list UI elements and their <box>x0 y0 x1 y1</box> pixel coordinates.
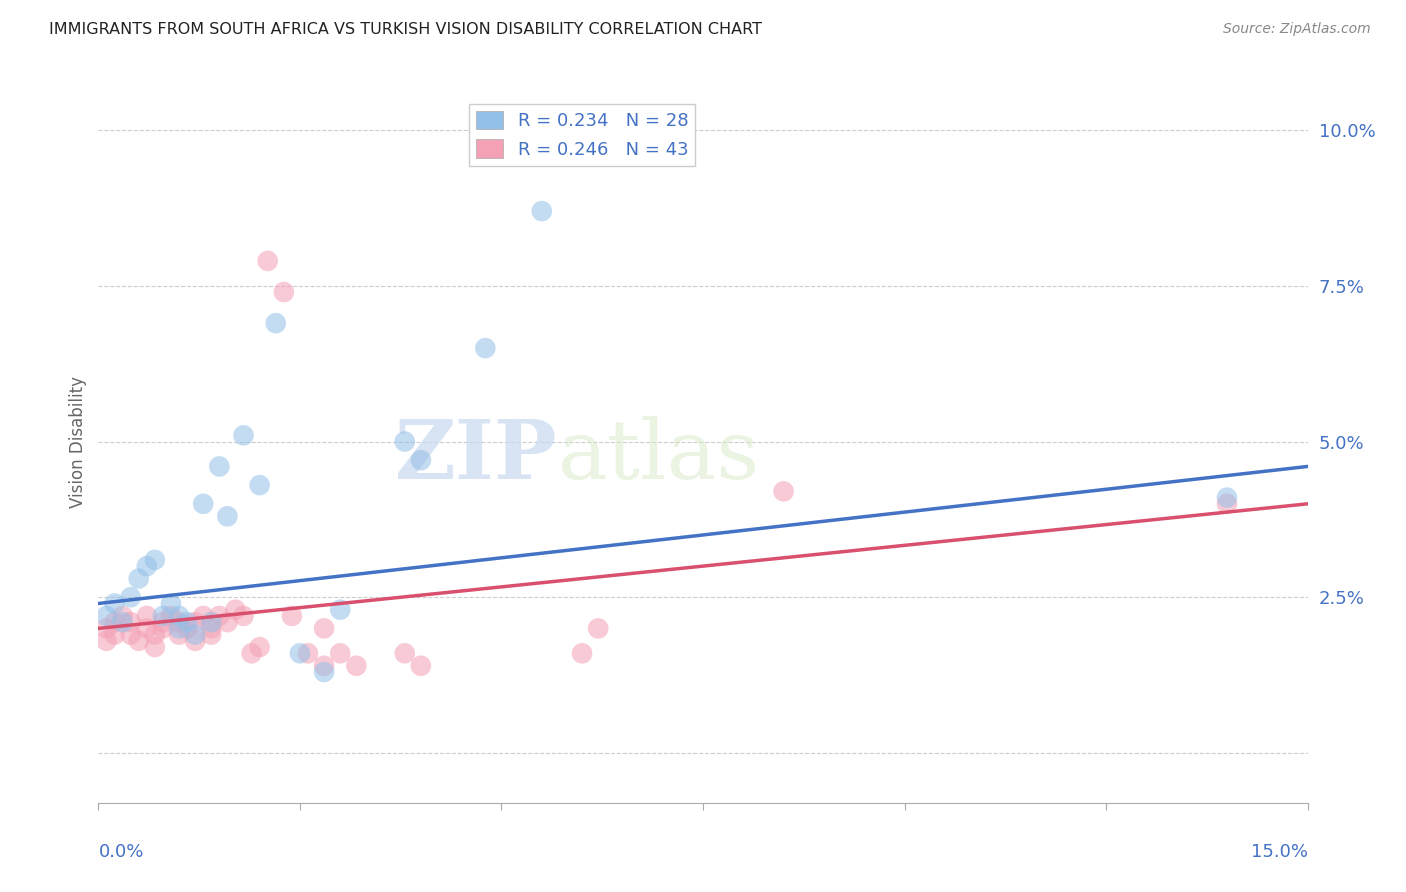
Point <box>176 615 198 630</box>
Point <box>1216 491 1239 505</box>
Point <box>232 609 254 624</box>
Legend: R = 0.234   N = 28, R = 0.246   N = 43: R = 0.234 N = 28, R = 0.246 N = 43 <box>468 103 696 166</box>
Point <box>184 615 207 630</box>
Point <box>200 621 222 635</box>
Point <box>474 341 496 355</box>
Point <box>193 497 215 511</box>
Point <box>240 646 263 660</box>
Point <box>224 603 246 617</box>
Point <box>193 609 215 624</box>
Point <box>167 609 190 624</box>
Point <box>208 459 231 474</box>
Point <box>297 646 319 660</box>
Point <box>184 633 207 648</box>
Point <box>135 621 157 635</box>
Point <box>120 591 142 605</box>
Point <box>128 633 150 648</box>
Point <box>135 609 157 624</box>
Point <box>167 621 190 635</box>
Point <box>264 316 287 330</box>
Text: 0.0%: 0.0% <box>98 843 143 861</box>
Point <box>167 627 190 641</box>
Point <box>1216 497 1239 511</box>
Point <box>176 621 198 635</box>
Text: 15.0%: 15.0% <box>1250 843 1308 861</box>
Point <box>120 627 142 641</box>
Text: ZIP: ZIP <box>395 416 558 496</box>
Point <box>111 609 134 624</box>
Point <box>160 609 183 624</box>
Point <box>217 615 239 630</box>
Text: IMMIGRANTS FROM SOUTH AFRICA VS TURKISH VISION DISABILITY CORRELATION CHART: IMMIGRANTS FROM SOUTH AFRICA VS TURKISH … <box>49 22 762 37</box>
Point <box>152 615 174 630</box>
Text: atlas: atlas <box>558 416 761 496</box>
Point <box>394 434 416 449</box>
Point <box>160 597 183 611</box>
Point <box>288 646 311 660</box>
Point <box>409 453 432 467</box>
Point <box>530 204 553 219</box>
Point <box>143 553 166 567</box>
Point <box>273 285 295 299</box>
Point <box>772 484 794 499</box>
Point <box>152 621 174 635</box>
Point <box>329 646 352 660</box>
Point <box>329 603 352 617</box>
Point <box>217 509 239 524</box>
Point <box>143 627 166 641</box>
Point <box>208 609 231 624</box>
Text: Source: ZipAtlas.com: Source: ZipAtlas.com <box>1223 22 1371 37</box>
Point <box>232 428 254 442</box>
Point <box>120 615 142 630</box>
Point <box>103 615 125 630</box>
Point <box>200 615 222 630</box>
Point <box>394 646 416 660</box>
Point <box>103 627 125 641</box>
Point <box>128 572 150 586</box>
Point <box>96 621 118 635</box>
Point <box>96 609 118 624</box>
Point <box>103 597 125 611</box>
Y-axis label: Vision Disability: Vision Disability <box>69 376 87 508</box>
Point <box>200 627 222 641</box>
Point <box>571 646 593 660</box>
Point <box>409 658 432 673</box>
Point <box>152 609 174 624</box>
Point <box>256 253 278 268</box>
Point <box>143 640 166 654</box>
Point <box>111 615 134 630</box>
Point <box>281 609 304 624</box>
Point <box>167 615 190 630</box>
Point <box>314 658 336 673</box>
Point <box>344 658 367 673</box>
Point <box>249 640 271 654</box>
Point <box>586 621 609 635</box>
Point <box>249 478 271 492</box>
Point <box>314 621 336 635</box>
Point <box>135 559 157 574</box>
Point <box>96 633 118 648</box>
Point <box>314 665 336 679</box>
Point <box>184 627 207 641</box>
